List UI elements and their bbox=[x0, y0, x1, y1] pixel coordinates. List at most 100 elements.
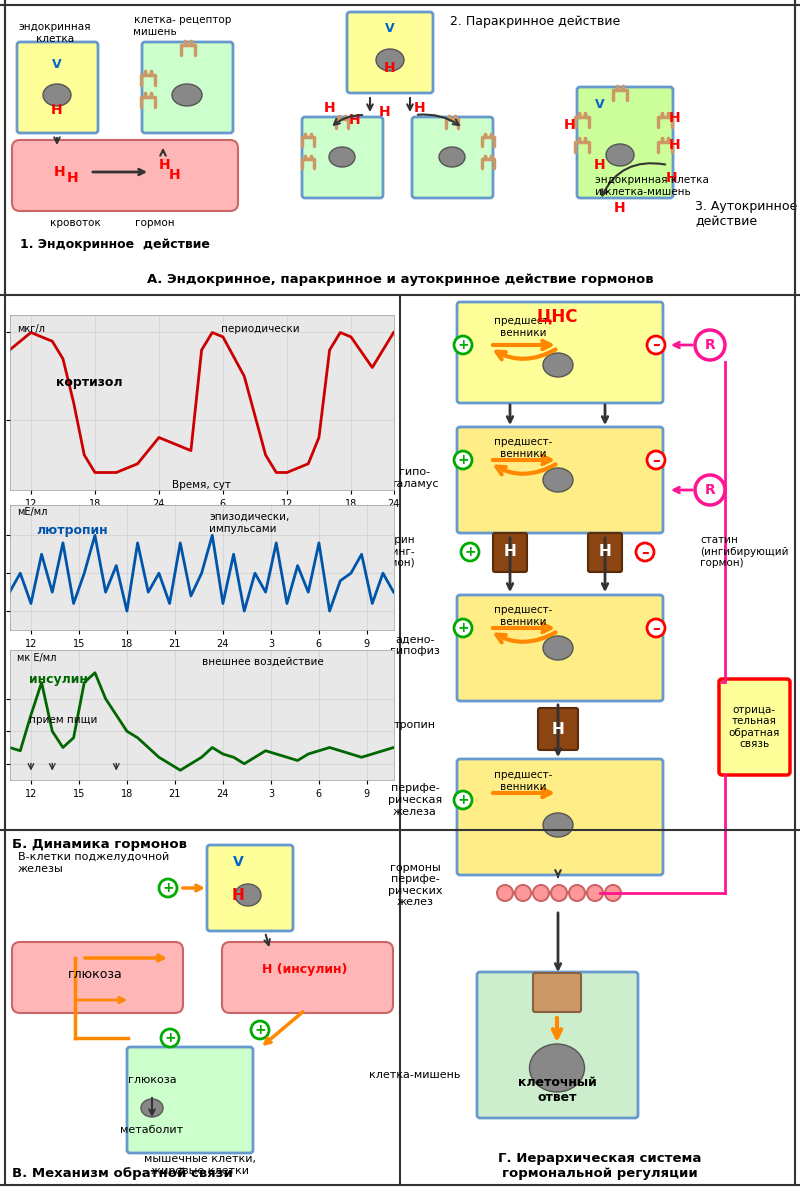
FancyBboxPatch shape bbox=[207, 845, 293, 931]
Text: H: H bbox=[614, 200, 626, 215]
Text: H: H bbox=[232, 888, 244, 902]
FancyBboxPatch shape bbox=[17, 42, 98, 132]
Circle shape bbox=[636, 543, 654, 561]
Text: А. Эндокринное, паракринное и аутокринное действие гормонов: А. Эндокринное, паракринное и аутокринно… bbox=[146, 273, 654, 286]
Text: клетка-мишень: клетка-мишень bbox=[370, 1070, 461, 1080]
Circle shape bbox=[695, 475, 725, 505]
Text: H: H bbox=[349, 113, 361, 126]
Text: H: H bbox=[67, 171, 79, 185]
Text: предшест-
венники: предшест- венники bbox=[494, 316, 552, 338]
FancyBboxPatch shape bbox=[222, 942, 393, 1013]
FancyBboxPatch shape bbox=[457, 759, 663, 874]
Text: метаболит: метаболит bbox=[121, 1125, 183, 1135]
Circle shape bbox=[159, 879, 177, 897]
Ellipse shape bbox=[439, 147, 465, 167]
Text: адено-
гипофиз: адено- гипофиз bbox=[390, 635, 440, 656]
Text: +: + bbox=[164, 1031, 176, 1045]
Text: +: + bbox=[457, 793, 469, 806]
Text: –: – bbox=[652, 338, 660, 352]
Ellipse shape bbox=[530, 1044, 585, 1092]
Text: H: H bbox=[669, 138, 681, 152]
Text: гормон: гормон bbox=[135, 218, 175, 228]
Circle shape bbox=[251, 1021, 269, 1039]
Text: кровоток: кровоток bbox=[50, 218, 100, 228]
Circle shape bbox=[454, 451, 472, 469]
Text: H: H bbox=[666, 171, 678, 185]
Circle shape bbox=[454, 619, 472, 637]
Text: глюкоза: глюкоза bbox=[68, 969, 122, 982]
Text: 2. Паракринное действие: 2. Паракринное действие bbox=[450, 16, 620, 27]
Text: –: – bbox=[652, 620, 660, 636]
Ellipse shape bbox=[543, 812, 573, 837]
FancyBboxPatch shape bbox=[588, 533, 622, 571]
FancyBboxPatch shape bbox=[457, 427, 663, 533]
Text: мышечные клетки,
жировые клетки: мышечные клетки, жировые клетки bbox=[144, 1154, 256, 1176]
Text: предшест-
венники: предшест- венники bbox=[494, 769, 552, 792]
FancyBboxPatch shape bbox=[538, 707, 578, 750]
Text: эндокринная клетка
и клетка-мишень: эндокринная клетка и клетка-мишень bbox=[595, 175, 709, 197]
Text: рецептор: рецептор bbox=[179, 16, 231, 25]
Text: H: H bbox=[159, 157, 171, 172]
FancyBboxPatch shape bbox=[142, 42, 233, 132]
Text: клеточный
ответ: клеточный ответ bbox=[518, 1076, 596, 1104]
Text: H: H bbox=[564, 118, 576, 132]
Ellipse shape bbox=[141, 1099, 163, 1117]
Text: В. Механизм обратной связи: В. Механизм обратной связи bbox=[12, 1167, 233, 1180]
Text: H: H bbox=[669, 111, 681, 125]
Circle shape bbox=[454, 336, 472, 354]
Ellipse shape bbox=[329, 147, 355, 167]
Text: +: + bbox=[457, 622, 469, 635]
FancyBboxPatch shape bbox=[577, 87, 673, 198]
Text: В-клетки поджелудочной
железы: В-клетки поджелудочной железы bbox=[18, 852, 170, 873]
Text: периодически: периодически bbox=[221, 323, 299, 334]
Circle shape bbox=[587, 885, 603, 901]
Text: +: + bbox=[464, 545, 476, 560]
FancyBboxPatch shape bbox=[127, 1047, 253, 1152]
FancyBboxPatch shape bbox=[347, 12, 433, 93]
Text: эпизодически,
импульсами: эпизодически, импульсами bbox=[210, 512, 290, 533]
Text: внешнее воздействие: внешнее воздействие bbox=[202, 656, 323, 667]
Circle shape bbox=[695, 330, 725, 360]
Ellipse shape bbox=[543, 353, 573, 377]
Text: ЦНС: ЦНС bbox=[536, 308, 578, 326]
FancyBboxPatch shape bbox=[12, 140, 238, 211]
Text: кортизол: кортизол bbox=[56, 376, 122, 389]
Text: гипо-
таламус: гипо- таламус bbox=[390, 468, 439, 489]
FancyBboxPatch shape bbox=[477, 972, 638, 1118]
Text: +: + bbox=[254, 1024, 266, 1037]
Text: эндокринная
клетка: эндокринная клетка bbox=[18, 21, 91, 44]
Text: H: H bbox=[594, 157, 606, 172]
Text: –: – bbox=[652, 452, 660, 468]
Text: инсулин: инсулин bbox=[29, 673, 88, 686]
Circle shape bbox=[461, 543, 479, 561]
Text: H: H bbox=[414, 101, 426, 115]
Circle shape bbox=[161, 1030, 179, 1047]
Ellipse shape bbox=[376, 49, 404, 72]
Text: V: V bbox=[233, 855, 243, 869]
Text: Б. Динамика гормонов: Б. Динамика гормонов bbox=[12, 837, 187, 851]
Text: клетка-
мишень: клетка- мишень bbox=[133, 16, 177, 37]
Text: статин
(ингибирующий
гормон): статин (ингибирующий гормон) bbox=[700, 534, 789, 568]
Text: глюкоза: глюкоза bbox=[128, 1075, 176, 1084]
Text: H: H bbox=[379, 105, 391, 119]
Text: 1. Эндокринное  действие: 1. Эндокринное действие bbox=[20, 237, 210, 251]
Text: Г. Иерархическая система
гормональной регуляции: Г. Иерархическая система гормональной ре… bbox=[498, 1152, 702, 1180]
Text: V: V bbox=[595, 99, 605, 111]
FancyBboxPatch shape bbox=[457, 302, 663, 403]
Text: +: + bbox=[457, 453, 469, 466]
FancyBboxPatch shape bbox=[533, 973, 581, 1012]
Text: H: H bbox=[324, 101, 336, 115]
Text: предшест-
венники: предшест- венники bbox=[494, 605, 552, 626]
Circle shape bbox=[515, 885, 531, 901]
Text: H: H bbox=[598, 544, 611, 560]
Circle shape bbox=[605, 885, 621, 901]
Text: R: R bbox=[705, 483, 715, 497]
Text: V: V bbox=[385, 21, 395, 35]
Circle shape bbox=[533, 885, 549, 901]
Text: гормоны
перифе-
рических
желез: гормоны перифе- рических желез bbox=[388, 863, 442, 908]
Text: мЕ/мл: мЕ/мл bbox=[18, 507, 48, 518]
Text: V: V bbox=[52, 58, 62, 72]
Text: перифе-
рическая
железа: перифе- рическая железа bbox=[388, 784, 442, 816]
Text: H: H bbox=[552, 722, 564, 736]
Ellipse shape bbox=[43, 84, 71, 106]
